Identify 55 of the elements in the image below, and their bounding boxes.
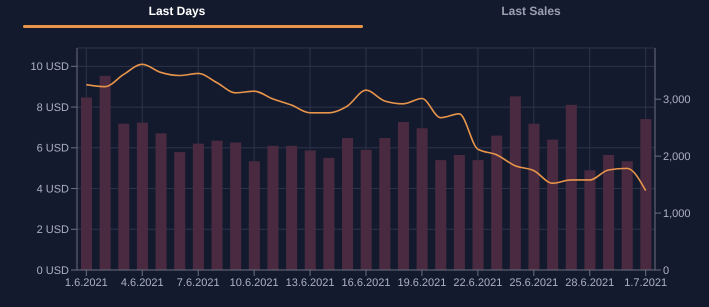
text: Last Sales [500, 3, 562, 20]
bar [267, 146, 278, 270]
bar [81, 98, 92, 270]
bar [323, 158, 334, 270]
text: Last Days [148, 3, 206, 20]
x-tick-label: 10.6.2021 [230, 276, 279, 289]
bar [100, 76, 111, 270]
bar [547, 140, 558, 270]
bar [528, 124, 540, 270]
bar [640, 119, 652, 270]
bar [192, 144, 204, 270]
x-tick-label: 13.6.2021 [286, 276, 335, 289]
bar [360, 150, 372, 270]
y-tick-label: 10 USD [30, 61, 70, 74]
bar [435, 160, 446, 270]
x-tick-label: 7.6.2021 [176, 276, 220, 289]
bar [286, 146, 298, 270]
y2-tick-label: 3,000 [663, 94, 691, 106]
y2-tick-label: 1,000 [663, 208, 691, 220]
x-tick-label: 25.6.2021 [509, 276, 558, 289]
y2-tick-label: 0 [663, 264, 670, 277]
x-tick-label: 4.6.2021 [120, 276, 164, 289]
y-tick-label: 6 USD [36, 142, 70, 155]
x-tick-label: 19.6.2021 [397, 276, 446, 289]
bar [136, 122, 148, 270]
bar [603, 155, 614, 270]
bar [212, 140, 223, 270]
bar [454, 155, 465, 270]
bar [342, 138, 354, 270]
y-tick-label: 2 USD [36, 224, 70, 236]
bar [584, 170, 596, 270]
bar [622, 161, 633, 270]
bar [174, 152, 186, 270]
bar [379, 138, 390, 270]
bar [230, 142, 242, 270]
y-tick-label: 8 USD [36, 102, 70, 114]
bar [118, 124, 130, 270]
x-tick-label: 16.6.2021 [342, 276, 390, 289]
x-tick-label: 1.7.2021 [624, 276, 668, 289]
y2-tick-label: 2,000 [663, 151, 691, 164]
bar [566, 104, 577, 270]
bar [248, 161, 260, 270]
bar [472, 160, 484, 270]
bar [398, 122, 409, 270]
x-tick-label: 28.6.2021 [565, 276, 614, 289]
line-series [86, 63, 646, 192]
x-tick-label: 22.6.2021 [453, 276, 502, 289]
y-tick-label: 4 USD [36, 183, 70, 196]
bar [156, 133, 167, 270]
bar [510, 96, 521, 270]
bar [304, 150, 316, 270]
bar [416, 128, 428, 270]
x-tick-label: 1.6.2021 [64, 276, 108, 289]
y-tick-label: 0 USD [36, 264, 70, 277]
bar [491, 136, 502, 270]
